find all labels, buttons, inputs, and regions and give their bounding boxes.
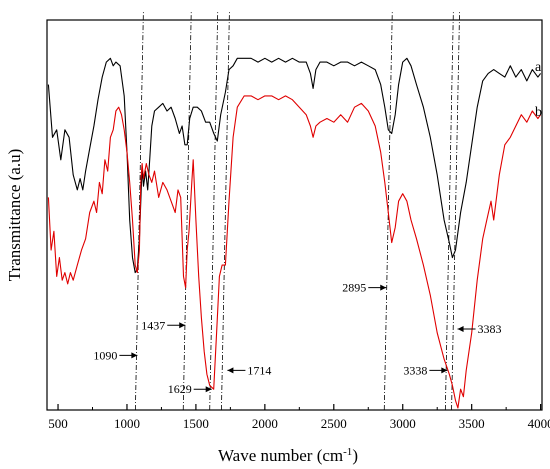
plot-area: [46, 19, 543, 411]
x-tick-label-500: 500: [48, 416, 68, 431]
peak-line-1437: [182, 11, 192, 411]
annotation-arrowhead: [380, 284, 387, 291]
annotation-arrowhead: [441, 367, 448, 374]
annotation-arrowhead: [179, 322, 186, 329]
x-axis-title-sup: -1: [343, 446, 352, 458]
annotation-2895: 2895: [342, 281, 387, 295]
series-label-a: a: [535, 60, 542, 75]
peak-line-2895: [383, 11, 393, 411]
annotation-arrowhead: [227, 367, 234, 374]
annotation-label-2895: 2895: [342, 281, 366, 295]
x-tick-label-1500: 1500: [183, 416, 209, 431]
annotation-1629: 1629: [168, 382, 212, 396]
annotation-3383: 3383: [457, 322, 502, 336]
annotation-arrowhead: [457, 326, 464, 333]
peak-line-1090: [134, 11, 144, 411]
peak-line-3338: [444, 11, 454, 411]
annotation-label-3338: 3338: [403, 363, 427, 377]
annotation-label-1090: 1090: [93, 348, 117, 362]
x-tick-label-2500: 2500: [321, 416, 347, 431]
x-axis-title-main: Wave number (cm: [218, 446, 343, 465]
y-axis-title: Transmittance (a.u): [5, 149, 24, 282]
x-tick-label-2000: 2000: [252, 416, 278, 431]
x-axis: 500 1000 1500 2000 2500 3000 3500 4000: [48, 404, 550, 431]
annotation-1437: 1437: [141, 318, 186, 332]
peak-line-3383: [451, 11, 460, 411]
annotation-arrowhead: [131, 352, 138, 359]
x-axis-title-close: ): [352, 446, 358, 465]
annotation-3338: 3338: [403, 363, 448, 377]
annotation-1090: 1090: [93, 348, 138, 362]
peak-lines: [134, 11, 460, 411]
x-axis-title: Wave number (cm-1): [218, 446, 358, 465]
x-tick-label-4000: 4000: [528, 416, 550, 431]
series-labels: ab: [535, 60, 542, 120]
series-group: [47, 57, 542, 409]
plot-frame: [46, 19, 543, 411]
annotation-label-1437: 1437: [141, 318, 165, 332]
annotation-label-3383: 3383: [478, 322, 502, 336]
peak-line-1629: [209, 11, 219, 411]
series-label-b: b: [535, 105, 542, 120]
series-line-a: [47, 57, 542, 274]
x-tick-label-3500: 3500: [459, 416, 485, 431]
annotation-1714: 1714: [227, 363, 271, 377]
peak-annotations: 1090 1437 1629 1714 2895 3338 3383: [93, 281, 501, 397]
annotation-label-1629: 1629: [168, 382, 192, 396]
annotation-arrowhead: [205, 386, 212, 393]
series-line-b: [47, 95, 542, 409]
x-tick-label-1000: 1000: [114, 416, 140, 431]
x-tick-label-3000: 3000: [390, 416, 416, 431]
annotation-label-1714: 1714: [247, 363, 271, 377]
